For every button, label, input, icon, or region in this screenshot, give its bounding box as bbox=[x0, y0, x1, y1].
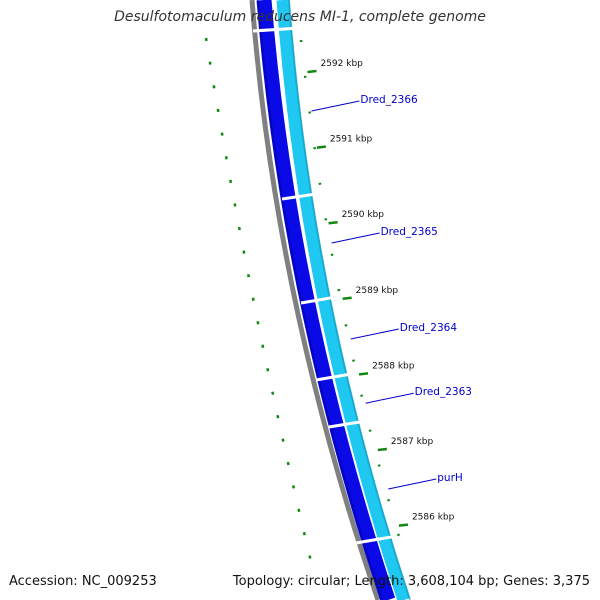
gene-boundary bbox=[300, 294, 343, 305]
gene-boundary bbox=[355, 534, 398, 545]
backbone-ring bbox=[249, 0, 381, 600]
gene-boundary bbox=[315, 371, 358, 382]
ruler-label: 2586 kbp bbox=[412, 513, 455, 523]
gene-label[interactable]: Dred_2366 bbox=[360, 94, 418, 106]
ruler-tick bbox=[398, 523, 409, 527]
accession-text: Accession: NC_009253 bbox=[9, 574, 157, 589]
ruler-tick bbox=[316, 145, 327, 149]
gene-label-leader bbox=[331, 232, 380, 244]
ruler-label: 2589 kbp bbox=[356, 286, 399, 296]
map-title: Desulfotomaculum reducens MI-1, complete… bbox=[114, 9, 486, 25]
ruler-label: 2591 kbp bbox=[330, 135, 373, 145]
gene-boundaries bbox=[252, 26, 398, 545]
ruler-tick bbox=[328, 220, 338, 225]
ruler-tick bbox=[377, 447, 387, 452]
gene-label-leader bbox=[350, 328, 399, 340]
ruler-labels: 2592 kbp 2591 kbp 2590 kbp 2589 kbp 2588 kbp… bbox=[307, 59, 455, 527]
reverse-strand-shade bbox=[288, 0, 411, 600]
ruler-label: 2587 kbp bbox=[391, 437, 434, 447]
forward-strand-track bbox=[256, 0, 396, 600]
gene-label[interactable]: Dred_2363 bbox=[415, 386, 472, 398]
forward-strand-shade bbox=[257, 0, 383, 600]
ruler-label: 2588 kbp bbox=[372, 361, 415, 371]
gene-label[interactable]: Dred_2365 bbox=[381, 226, 438, 238]
gene-boundary bbox=[252, 26, 301, 33]
gene-label-leader bbox=[365, 392, 414, 404]
ruler-tick bbox=[358, 372, 369, 376]
gene-label-leader bbox=[311, 100, 360, 112]
gene-boundary bbox=[328, 418, 373, 429]
gene-label-leader bbox=[388, 478, 437, 490]
ruler-tick bbox=[307, 69, 317, 74]
gene-labels: Dred_2366 Dred_2365 Dred_2364 Dred_2363 purH bbox=[311, 94, 472, 490]
genome-summary-text: Topology: circular; Length: 3,608,104 bp… bbox=[232, 574, 590, 589]
outer-tick-track bbox=[204, 37, 315, 571]
gene-label[interactable]: Dred_2364 bbox=[400, 322, 458, 334]
gene-label[interactable]: purH bbox=[437, 472, 463, 484]
ruler-label: 2592 kbp bbox=[320, 59, 363, 69]
gene-boundary bbox=[281, 191, 324, 201]
ruler-tick bbox=[342, 296, 352, 301]
ruler-label: 2590 kbp bbox=[342, 210, 385, 220]
